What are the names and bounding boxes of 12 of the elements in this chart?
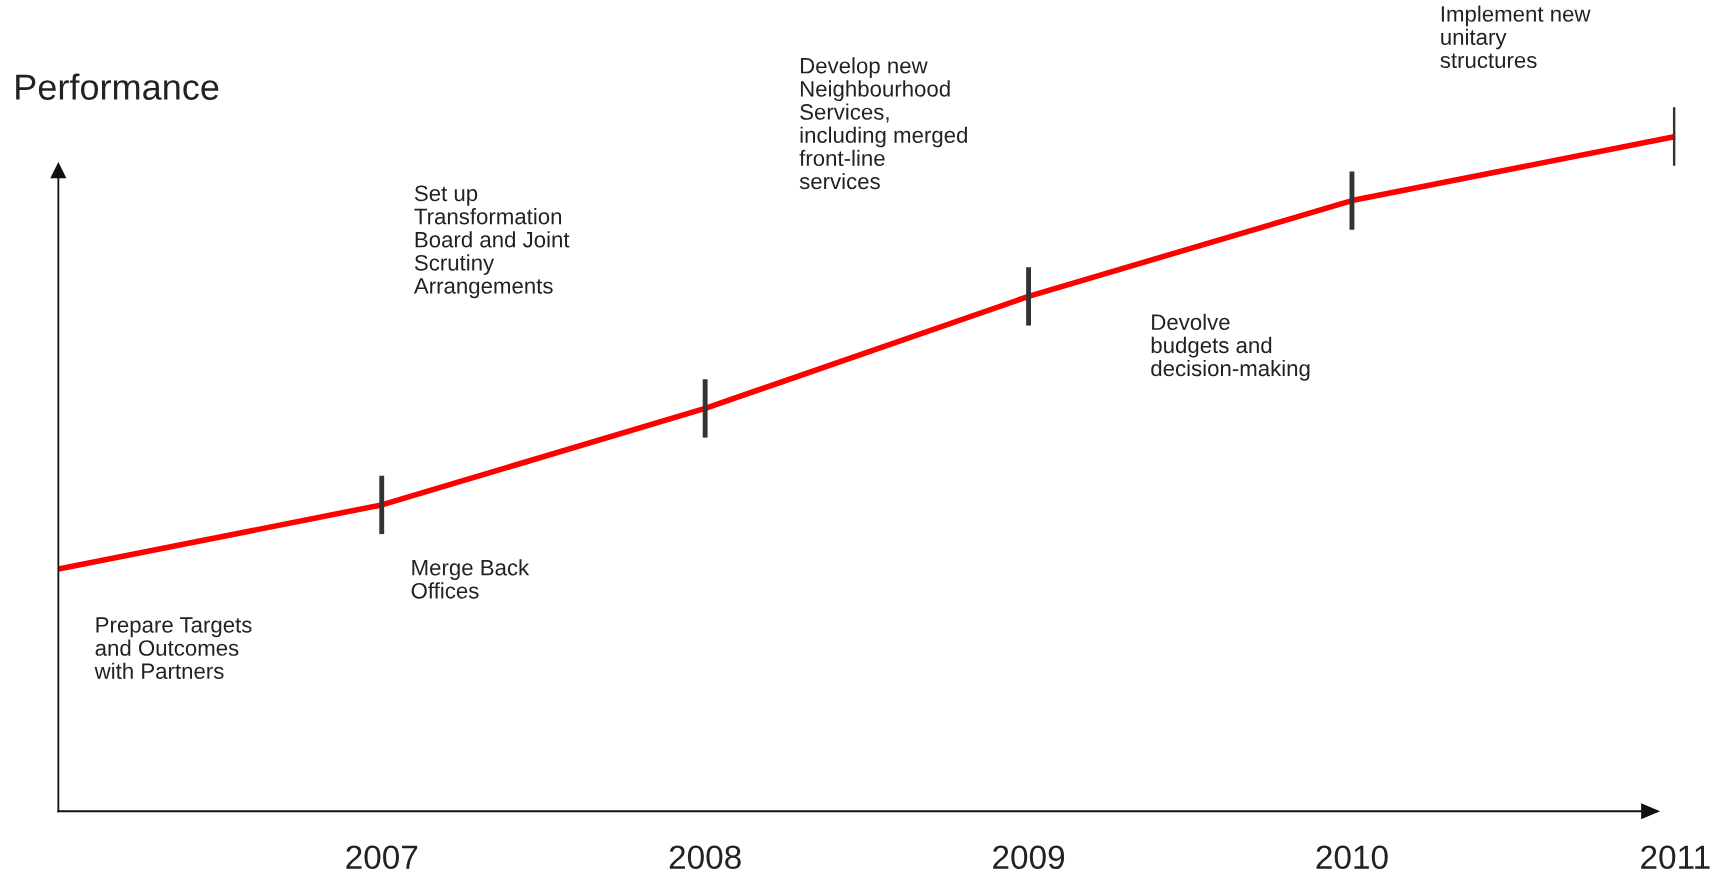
- annotation: Develop new Neighbourhood Services, including merged front-line services: [799, 57, 967, 190]
- annotation: Prepare Targets and Outcomes with Partners: [94, 617, 252, 679]
- text: Implement new unitary structures: [1440, 5, 1591, 69]
- annotation: Merge Back Offices: [411, 559, 530, 599]
- x-tick-label: 2010: [1316, 845, 1388, 870]
- x-tick-label: 2008: [669, 845, 741, 870]
- x-tick-label: 2007: [346, 845, 418, 870]
- annotation: Set up Transformation Board and Joint Scrutiny Arrangements: [413, 185, 570, 299]
- annotation: Devolve budgets and decision-making: [1151, 313, 1310, 381]
- y-axis-title: Performance: [16, 73, 219, 100]
- x-tick-label: 2009: [993, 845, 1065, 870]
- x-tick-label: 2011: [1641, 845, 1710, 870]
